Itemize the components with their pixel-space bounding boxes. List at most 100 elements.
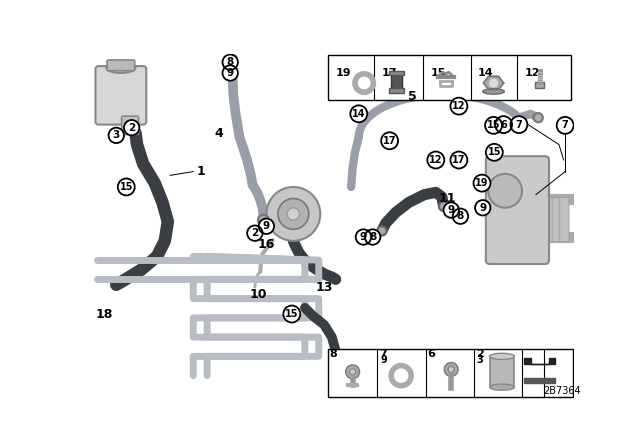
Ellipse shape xyxy=(490,353,515,359)
Circle shape xyxy=(486,144,503,161)
Text: 3: 3 xyxy=(113,130,120,140)
FancyBboxPatch shape xyxy=(545,198,554,241)
Text: 17: 17 xyxy=(382,68,397,78)
Text: 15: 15 xyxy=(120,182,133,192)
Circle shape xyxy=(287,208,300,220)
Circle shape xyxy=(444,202,459,218)
FancyBboxPatch shape xyxy=(122,116,139,134)
Circle shape xyxy=(511,116,527,133)
FancyBboxPatch shape xyxy=(328,349,573,397)
Text: 19: 19 xyxy=(476,178,489,188)
Ellipse shape xyxy=(490,384,515,390)
FancyBboxPatch shape xyxy=(486,156,549,264)
Text: 17: 17 xyxy=(452,155,466,165)
Text: 2: 2 xyxy=(252,228,259,238)
Polygon shape xyxy=(524,378,555,383)
Circle shape xyxy=(278,198,308,229)
Circle shape xyxy=(485,117,502,134)
Circle shape xyxy=(448,366,454,373)
Text: 1: 1 xyxy=(196,165,205,178)
FancyBboxPatch shape xyxy=(107,60,135,71)
Text: 14: 14 xyxy=(478,68,494,78)
Circle shape xyxy=(452,208,468,224)
Circle shape xyxy=(227,55,237,65)
Text: 7: 7 xyxy=(379,349,387,359)
Text: 2: 2 xyxy=(477,349,484,359)
Circle shape xyxy=(474,175,490,192)
FancyBboxPatch shape xyxy=(535,82,545,88)
Circle shape xyxy=(346,365,360,379)
Circle shape xyxy=(365,229,380,245)
Circle shape xyxy=(444,362,458,376)
Text: 5: 5 xyxy=(408,90,417,103)
FancyBboxPatch shape xyxy=(332,364,348,375)
Text: 7: 7 xyxy=(516,120,522,129)
FancyBboxPatch shape xyxy=(389,88,404,93)
Text: 4: 4 xyxy=(214,127,223,140)
Circle shape xyxy=(495,116,512,133)
Text: 8: 8 xyxy=(227,57,234,67)
Text: 8: 8 xyxy=(330,349,337,359)
Text: 19: 19 xyxy=(336,68,351,78)
Circle shape xyxy=(223,65,238,81)
Circle shape xyxy=(475,200,490,215)
Circle shape xyxy=(381,132,398,149)
Text: 9: 9 xyxy=(227,68,234,78)
Text: 8: 8 xyxy=(457,211,464,221)
Text: 9: 9 xyxy=(360,232,367,242)
FancyBboxPatch shape xyxy=(560,198,569,241)
Text: 11: 11 xyxy=(438,192,456,205)
Text: 7: 7 xyxy=(562,121,568,130)
Text: 14: 14 xyxy=(352,109,365,119)
Text: 12: 12 xyxy=(452,101,466,111)
Circle shape xyxy=(223,55,238,70)
Circle shape xyxy=(488,174,522,208)
Text: 16: 16 xyxy=(258,238,275,251)
FancyBboxPatch shape xyxy=(389,71,404,75)
Text: 10: 10 xyxy=(250,288,268,301)
FancyBboxPatch shape xyxy=(391,75,402,91)
Circle shape xyxy=(109,128,124,143)
Polygon shape xyxy=(524,358,555,364)
Text: 15: 15 xyxy=(487,121,500,130)
Circle shape xyxy=(259,219,274,234)
Text: 2: 2 xyxy=(128,123,135,133)
Circle shape xyxy=(247,225,262,241)
Circle shape xyxy=(124,120,140,135)
Polygon shape xyxy=(484,76,504,90)
Ellipse shape xyxy=(483,89,504,94)
FancyBboxPatch shape xyxy=(552,198,561,241)
Circle shape xyxy=(349,369,356,375)
Text: 15: 15 xyxy=(488,147,501,157)
Text: 6: 6 xyxy=(428,349,435,359)
Text: 8: 8 xyxy=(369,232,376,242)
Text: 9: 9 xyxy=(263,221,270,231)
Text: 13: 13 xyxy=(316,280,333,293)
Circle shape xyxy=(378,226,387,236)
Circle shape xyxy=(490,79,497,87)
Text: 12: 12 xyxy=(429,155,442,165)
Circle shape xyxy=(451,98,467,115)
Text: 9: 9 xyxy=(479,203,486,213)
Circle shape xyxy=(428,151,444,168)
Circle shape xyxy=(118,178,135,195)
Text: 15: 15 xyxy=(285,309,299,319)
Circle shape xyxy=(451,151,467,168)
Circle shape xyxy=(266,187,320,241)
Text: 6: 6 xyxy=(500,120,507,129)
Text: 2B7364: 2B7364 xyxy=(543,386,581,396)
Text: 12: 12 xyxy=(524,68,540,78)
Circle shape xyxy=(439,202,448,211)
Circle shape xyxy=(557,117,573,134)
Circle shape xyxy=(534,113,543,122)
Circle shape xyxy=(356,229,371,245)
FancyBboxPatch shape xyxy=(490,356,515,387)
FancyBboxPatch shape xyxy=(95,66,147,125)
Text: 9: 9 xyxy=(447,205,455,215)
Circle shape xyxy=(284,306,300,323)
Text: 15: 15 xyxy=(431,68,446,78)
FancyBboxPatch shape xyxy=(328,55,570,100)
Circle shape xyxy=(350,105,367,122)
Text: 18: 18 xyxy=(96,307,113,320)
Ellipse shape xyxy=(106,62,136,73)
